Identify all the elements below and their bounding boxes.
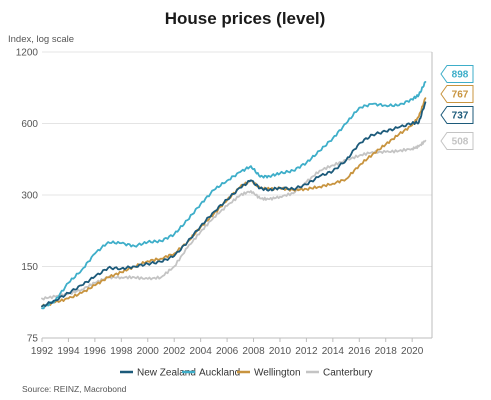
x-tick-label: 2006 (216, 346, 239, 357)
legend-label: Canterbury (323, 368, 372, 379)
legend-item-wellington: Wellington (237, 368, 301, 379)
x-tick-label: 2012 (295, 346, 318, 357)
y-tick-label: 300 (21, 191, 38, 202)
legend-item-new-zealand: New Zealand (120, 368, 196, 379)
x-tick-label: 2010 (269, 346, 292, 357)
y-axis-label: Index, log scale (8, 34, 74, 45)
y-tick-label: 75 (27, 334, 39, 345)
end-label-wellington: 767 (440, 85, 474, 103)
y-tick-label: 600 (21, 119, 38, 130)
x-tick-label: 2014 (322, 346, 345, 357)
legend-item-canterbury: Canterbury (306, 368, 372, 379)
x-tick-label: 2016 (348, 346, 371, 357)
x-tick-label: 1992 (31, 346, 54, 357)
end-label-value: 508 (452, 137, 469, 148)
x-tick-label: 1998 (110, 346, 133, 357)
end-label-new-zealand: 737 (440, 106, 474, 124)
chart-title: House prices (level) (165, 9, 326, 28)
axis-ticks: 75 150 300 600 1200 1992 1994 1996 1998 2000 2002 2… (16, 48, 424, 358)
end-label-canterbury: 508 (440, 132, 474, 150)
x-tick-label: 2004 (190, 346, 213, 357)
x-tick-label: 2002 (163, 346, 186, 357)
end-label-value: 767 (452, 90, 469, 101)
gridlines (42, 51, 433, 339)
legend: New Zealand Auckland Wellington Canterbury (120, 368, 372, 379)
x-tick-label: 2008 (242, 346, 265, 357)
y-tick-label: 1200 (16, 48, 39, 59)
end-label-value: 737 (452, 111, 469, 122)
legend-item-auckland: Auckland (182, 368, 240, 379)
end-labels: 737 898 767 508 (440, 65, 474, 150)
x-tick-label: 1996 (84, 346, 107, 357)
x-tick-label: 2018 (375, 346, 398, 357)
series-line-canterbury (41, 139, 427, 301)
end-label-auckland: 898 (440, 65, 474, 83)
y-tick-label: 150 (21, 262, 38, 273)
series-line-auckland (41, 81, 427, 310)
series-line-new-zealand (41, 101, 427, 308)
end-label-box (440, 85, 474, 103)
source-note: Source: REINZ, Macrobond (22, 384, 127, 394)
x-tick-label: 2020 (401, 346, 424, 357)
legend-label: Wellington (254, 368, 301, 379)
legend-label: Auckland (199, 368, 240, 379)
x-tick-label: 2000 (137, 346, 160, 357)
series-lines (41, 81, 427, 310)
end-label-box (440, 65, 474, 83)
x-tick-label: 1994 (57, 346, 80, 357)
end-label-value: 898 (452, 70, 469, 81)
series-line-wellington (41, 97, 427, 308)
end-label-box (440, 106, 474, 124)
end-label-box (440, 132, 474, 150)
legend-label: New Zealand (137, 368, 196, 379)
